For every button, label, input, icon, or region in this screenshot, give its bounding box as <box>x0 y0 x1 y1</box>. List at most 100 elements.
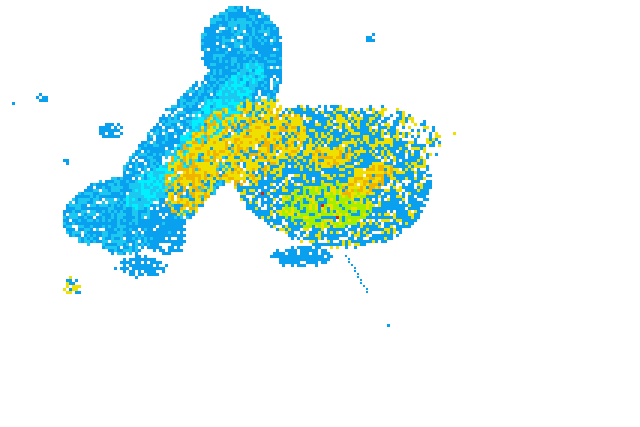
echo-pixel <box>153 159 156 162</box>
echo-pixel <box>141 240 144 243</box>
echo-pixel <box>207 72 210 75</box>
echo-pixel <box>210 78 213 81</box>
echo-pixel <box>186 213 189 216</box>
echo-pixel <box>228 72 231 75</box>
echo-pixel <box>273 69 276 72</box>
echo-pixel <box>252 51 255 54</box>
echo-pixel <box>258 24 261 27</box>
echo-pixel <box>276 69 279 72</box>
echo-pixel <box>198 90 201 93</box>
echo-pixel <box>141 219 144 222</box>
echo-pixel <box>174 213 177 216</box>
echo-pixel <box>219 126 222 129</box>
echo-pixel <box>231 9 234 12</box>
echo-pixel <box>204 93 207 96</box>
echo-pixel <box>261 108 264 111</box>
echo-pixel <box>162 153 165 156</box>
echo-pixel <box>147 159 150 162</box>
echo-pixel <box>228 24 231 27</box>
echo-pixel <box>276 27 279 30</box>
echo-pixel <box>261 78 264 81</box>
echo-pixel <box>279 72 282 75</box>
echo-pixel <box>237 63 240 66</box>
echo-pixel <box>210 84 213 87</box>
echo-pixel <box>162 114 165 117</box>
echo-pixel <box>126 249 129 252</box>
echo-pixel <box>267 54 270 57</box>
echo-pixel <box>111 237 114 240</box>
echo-pixel <box>264 57 267 60</box>
echo-pixel <box>273 42 276 45</box>
echo-pixel <box>129 252 132 255</box>
echo-pixel <box>186 99 189 102</box>
echo-pixel <box>267 45 270 48</box>
echo-pixel <box>144 225 147 228</box>
echo-pixel <box>171 117 174 120</box>
echo-pixel <box>273 99 276 102</box>
echo-pixel <box>177 132 180 135</box>
echo-pixel <box>252 12 255 15</box>
echo-pixel <box>165 195 168 198</box>
echo-pixel <box>111 195 114 198</box>
echo-pixel <box>273 96 276 99</box>
echo-pixel <box>165 132 168 135</box>
echo-pixel <box>120 177 123 180</box>
echo-pixel <box>219 36 222 39</box>
echo-pixel <box>234 33 237 36</box>
echo-pixel <box>153 129 156 132</box>
echo-pixel <box>201 90 204 93</box>
echo-pixel <box>258 117 261 120</box>
echo-pixel <box>210 192 213 195</box>
echo-pixel <box>231 15 234 18</box>
echo-pixel <box>240 48 243 51</box>
echo-pixel <box>213 87 216 90</box>
echo-pixel <box>237 45 240 48</box>
echo-pixel <box>267 15 270 18</box>
echo-pixel <box>231 33 234 36</box>
echo-pixel <box>147 156 150 159</box>
echo-pixel <box>114 249 117 252</box>
echo-pixel <box>270 54 273 57</box>
echo-pixel <box>237 48 240 51</box>
echo-pixel <box>237 9 240 12</box>
echo-pixel <box>225 45 228 48</box>
echo-pixel <box>225 66 228 69</box>
echo-pixel <box>219 66 222 69</box>
echo-pixel <box>147 132 150 135</box>
echo-pixel <box>276 60 279 63</box>
echo-pixel <box>222 57 225 60</box>
echo-pixel <box>165 138 168 141</box>
echo-pixel <box>129 162 132 165</box>
echo-pixel <box>255 15 258 18</box>
echo-pixel <box>171 168 174 171</box>
echo-pixel <box>255 21 258 24</box>
echo-pixel <box>279 48 282 51</box>
echo-pixel <box>237 132 240 135</box>
echo-pixel <box>117 198 120 201</box>
echo-pixel <box>246 42 249 45</box>
echo-pixel <box>249 111 252 114</box>
echo-pixel <box>204 33 207 36</box>
echo-pixel <box>168 147 171 150</box>
echo-pixel <box>246 33 249 36</box>
echo-pixel <box>123 249 126 252</box>
echo-pixel <box>135 228 138 231</box>
echo-pixel <box>228 45 231 48</box>
echo-pixel <box>237 18 240 21</box>
echo-pixel <box>207 75 210 78</box>
echo-pixel <box>117 240 120 243</box>
echo-pixel <box>204 45 207 48</box>
echo-pixel <box>258 111 261 114</box>
echo-pixel <box>108 249 111 252</box>
echo-pixel <box>255 24 258 27</box>
echo-pixel <box>150 147 153 150</box>
echo-pixel <box>201 93 204 96</box>
echo-pixel <box>126 240 129 243</box>
echo-pixel <box>246 30 249 33</box>
echo-pixel <box>258 51 261 54</box>
echo-pixel <box>255 48 258 51</box>
echo-pixel <box>180 204 183 207</box>
echo-pixel <box>171 135 174 138</box>
echo-pixel <box>216 66 219 69</box>
echo-pixel <box>138 234 141 237</box>
